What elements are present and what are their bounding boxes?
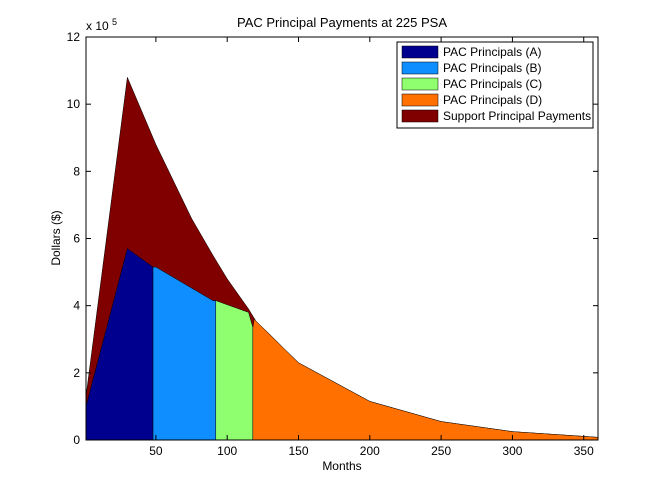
x-tick-label-150: 150 (288, 444, 308, 458)
legend-swatch-pac-principals-c (401, 77, 439, 91)
y-tick-label-8: 8 (73, 164, 80, 178)
y-tick-label-0: 0 (73, 433, 80, 447)
legend-label-support-principal-payments: Support Principal Payments (443, 109, 591, 123)
chart-title: PAC Principal Payments at 225 PSA (237, 15, 447, 30)
x-tick-label-300: 300 (502, 444, 522, 458)
legend-swatch-support-principal-payments (401, 109, 439, 123)
y-tick-label-12: 12 (67, 30, 81, 44)
legend: PAC Principals (A) PAC Principals (B) PAC … (396, 41, 594, 129)
legend-label-pac-principals-a: PAC Principals (A) (443, 45, 541, 59)
area-pac-principals-d (252, 317, 599, 441)
area-pac-principals-a (85, 248, 154, 441)
y-axis-label: Dollars ($) (49, 210, 63, 265)
x-tick-label-50: 50 (149, 444, 163, 458)
y-tick-label-10: 10 (67, 97, 81, 111)
legend-label-pac-principals-b: PAC Principals (B) (443, 61, 541, 75)
x-axis-label: Months (322, 459, 361, 473)
plot-area (85, 76, 599, 441)
legend-swatch-pac-principals-a (401, 45, 439, 59)
x-tick-label-250: 250 (431, 444, 451, 458)
y-axis-multiplier-base: x 10 (86, 19, 109, 33)
y-tick-label-2: 2 (73, 366, 80, 380)
legend-swatch-pac-principals-d (401, 93, 439, 107)
x-tick-label-100: 100 (217, 444, 237, 458)
y-tick-label-4: 4 (73, 299, 80, 313)
area-pac-principals-c (215, 300, 254, 441)
legend-label-pac-principals-d: PAC Principals (D) (443, 93, 542, 107)
y-tick-label-6: 6 (73, 232, 80, 246)
y-axis-multiplier-exponent: 5 (112, 17, 117, 27)
y-axis-multiplier: x 10 5 (86, 17, 117, 33)
area-pac-principals-b (152, 266, 217, 441)
legend-swatch-pac-principals-b (401, 61, 439, 75)
x-tick-label-200: 200 (360, 444, 380, 458)
legend-label-pac-principals-c: PAC Principals (C) (443, 77, 542, 91)
x-tick-label-350: 350 (574, 444, 594, 458)
axis-ticks: 50 100 150 200 250 300 350 0 2 4 6 8 10 12 (67, 30, 598, 458)
